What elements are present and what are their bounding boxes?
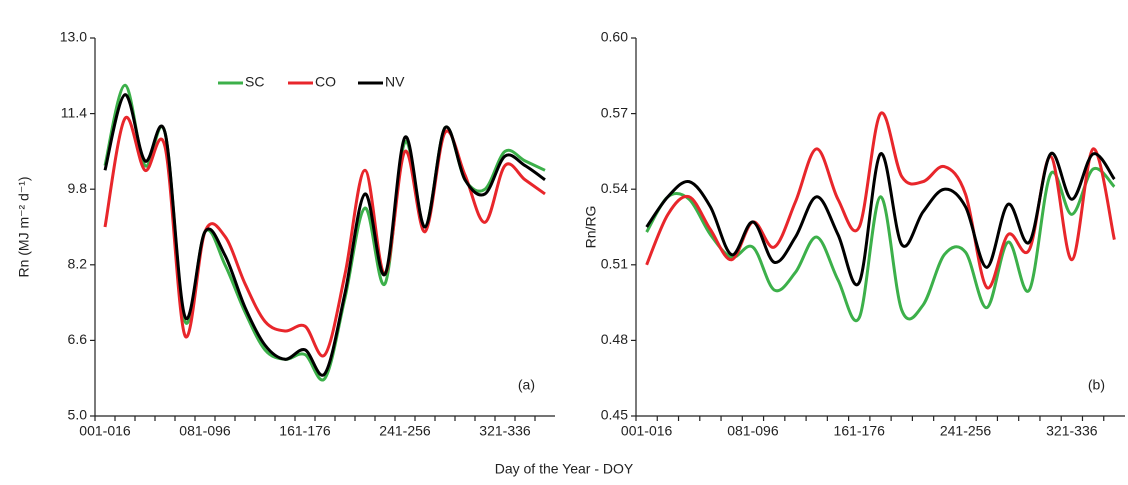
- panel-label: (a): [518, 377, 535, 393]
- x-tick-label: 001-016: [79, 423, 131, 439]
- y-tick-label: 0.45: [601, 407, 628, 423]
- panel-label: (b): [1088, 377, 1105, 393]
- y-tick-label: 9.8: [68, 180, 88, 196]
- y-tick-label: 11.4: [61, 104, 87, 120]
- x-tick-label: 161-176: [834, 423, 886, 439]
- y-tick-label: 6.6: [68, 331, 88, 347]
- y-tick-label: 0.48: [601, 331, 628, 347]
- x-tick-label: 001-016: [621, 423, 673, 439]
- y-tick-label: 13.0: [60, 29, 87, 45]
- line: [645, 166, 1116, 323]
- x-tick-label: 241-256: [379, 423, 431, 439]
- line: [103, 83, 546, 382]
- y-tick-label: 0.51: [601, 256, 628, 272]
- y-axis-title: Rn/RG: [583, 206, 599, 249]
- x-tick-label: 241-256: [940, 423, 992, 439]
- x-axis-title: Day of the Year - DOY: [495, 461, 634, 477]
- x-tick-label: 161-176: [279, 423, 331, 439]
- x-tick-label: 081-096: [179, 423, 231, 439]
- x-tick-label: 081-096: [727, 423, 779, 439]
- y-tick-label: 8.2: [68, 256, 88, 272]
- line: [645, 152, 1116, 287]
- y-axis-title: Rn (MJ m⁻² d⁻¹): [16, 176, 32, 277]
- legend-label: SC: [245, 74, 264, 90]
- legend-label: CO: [315, 74, 336, 90]
- x-tick-label: 321-336: [1046, 423, 1098, 439]
- y-tick-label: 5.0: [68, 407, 88, 423]
- legend-label: NV: [385, 74, 405, 90]
- y-tick-label: 0.60: [601, 29, 628, 45]
- y-tick-label: 0.54: [601, 180, 628, 196]
- line: [103, 115, 546, 358]
- x-tick-label: 321-336: [479, 423, 531, 439]
- line: [103, 93, 546, 377]
- y-tick-label: 0.57: [601, 104, 628, 120]
